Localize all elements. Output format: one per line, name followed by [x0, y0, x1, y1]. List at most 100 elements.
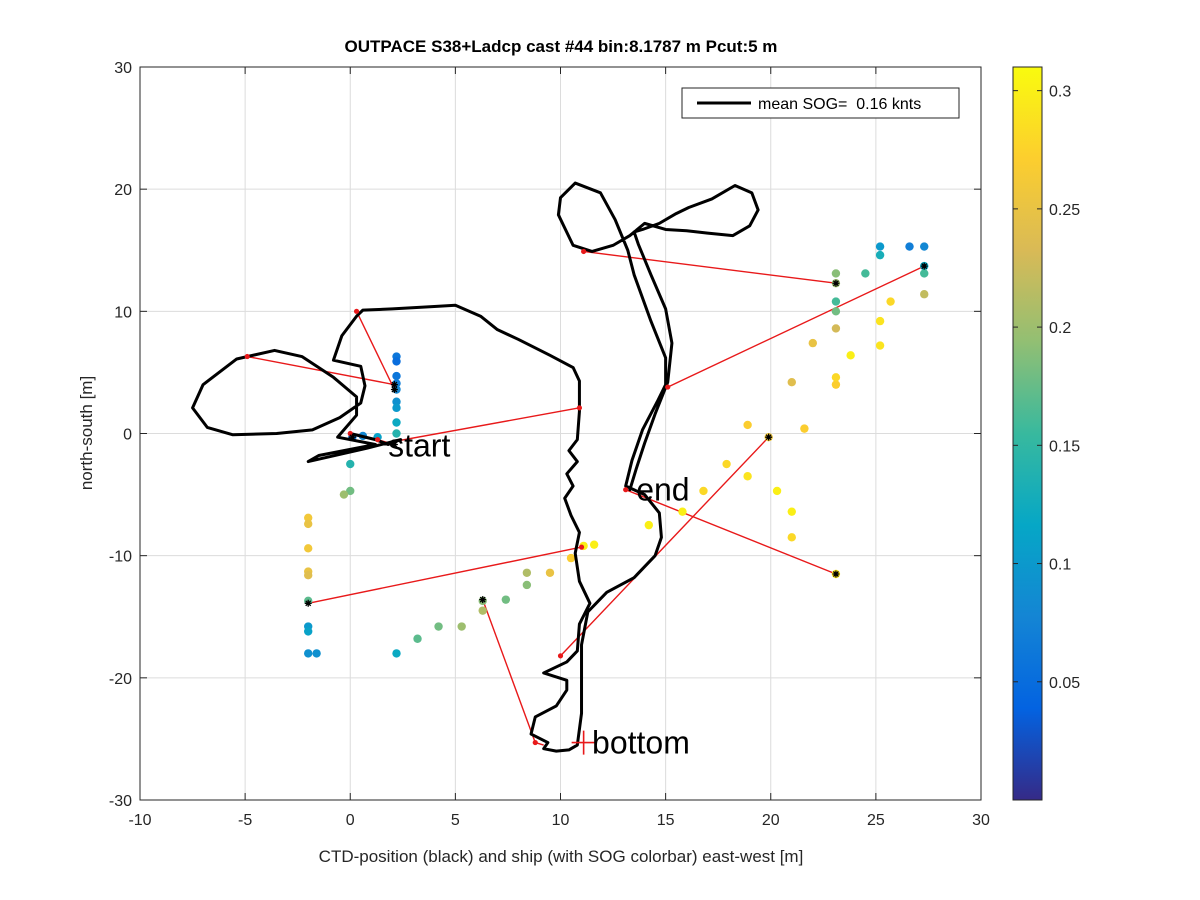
- ship-point: [905, 242, 914, 251]
- chart-title: OUTPACE S38+Ladcp cast #44 bin:8.1787 m …: [345, 37, 778, 56]
- ship-point: [589, 540, 599, 549]
- ship-point: [522, 568, 532, 577]
- ship-point: [644, 520, 654, 530]
- ctd-position-marker: [576, 405, 583, 411]
- ship-fix-marker: [765, 433, 773, 441]
- ctd-position-marker: [623, 487, 629, 493]
- ship-point: [787, 533, 796, 542]
- ship-point: [846, 351, 855, 360]
- ship-point: [831, 373, 841, 382]
- y-tick-label: 0: [123, 427, 132, 444]
- ship-point: [743, 420, 752, 430]
- ctd-position-marker: [581, 248, 587, 255]
- ship-point: [722, 459, 731, 469]
- colorbar-tick-label: 0.05: [1049, 675, 1080, 692]
- ship-fix-marker: [304, 599, 312, 607]
- colorbar-tick-label: 0.3: [1049, 84, 1071, 101]
- ship-point: [831, 380, 841, 389]
- bottom-marker: [571, 730, 596, 755]
- ship-point: [920, 242, 929, 251]
- ship-point: [808, 338, 817, 348]
- connection-line: [583, 250, 837, 284]
- ship-point: [678, 507, 687, 516]
- ship-point: [861, 269, 870, 278]
- ship-point: [831, 307, 841, 316]
- x-tick-label: 20: [762, 812, 780, 829]
- ctd-position-marker: [374, 437, 381, 443]
- x-tick-label: 10: [552, 812, 570, 829]
- annotation-start: start: [388, 428, 450, 464]
- colorbar-tick-label: 0.1: [1049, 557, 1071, 574]
- annotation-bottom: bottom: [592, 725, 690, 761]
- ship-point: [875, 250, 885, 260]
- ship-point: [434, 622, 443, 631]
- ship-point: [501, 595, 511, 604]
- ship-point: [545, 568, 555, 577]
- ship-point: [478, 606, 487, 615]
- ship-fix-marker: [832, 570, 840, 578]
- x-tick-label: 0: [346, 812, 355, 829]
- ship-point: [457, 622, 466, 631]
- connection-line: [625, 489, 837, 575]
- ship-fix-marker: [348, 433, 356, 441]
- ship-point: [346, 486, 355, 496]
- track-annotations: start end bottom: [388, 428, 690, 761]
- connection-line: [559, 436, 770, 657]
- ship-point: [392, 649, 401, 658]
- ship-fix-marker: [920, 262, 928, 270]
- ship-point: [312, 649, 321, 658]
- x-tick-label: -5: [238, 812, 252, 829]
- colorbar-frame: [1012, 66, 1043, 801]
- ctd-position-marker: [578, 544, 585, 550]
- ship-point: [920, 290, 929, 299]
- ship-point: [831, 297, 841, 306]
- ship-point: [304, 649, 313, 658]
- ship-point: [304, 571, 313, 580]
- ship-point: [743, 472, 752, 481]
- colorbar: 0.05 0.1 0.15 0.2 0.25 0.3: [1012, 66, 1080, 801]
- ship-point: [346, 459, 355, 469]
- y-axis-label: north-south [m]: [77, 376, 96, 490]
- colorbar-ticks: 0.05 0.1 0.15 0.2 0.25 0.3: [1013, 84, 1080, 692]
- ship-point: [522, 580, 532, 590]
- ctd-position-marker: [353, 308, 360, 314]
- connection-line: [308, 546, 582, 604]
- ship-point: [392, 371, 401, 381]
- x-tick-label: 15: [657, 812, 675, 829]
- ctd-position-marker: [665, 384, 671, 390]
- ctd-position-marker: [347, 430, 353, 437]
- ship-point: [787, 507, 796, 516]
- ship-point: [875, 316, 885, 326]
- colorbar-tick-label: 0.2: [1049, 320, 1071, 337]
- ship-fix-marker: [832, 279, 840, 287]
- ship-point: [886, 297, 895, 306]
- ctd-position-marker: [557, 653, 564, 659]
- ship-point: [304, 513, 313, 522]
- ship-point: [831, 324, 841, 333]
- ship-point: [304, 627, 313, 636]
- ship-point: [699, 486, 708, 496]
- ship-point: [831, 269, 841, 278]
- x-tick-label: 25: [867, 812, 885, 829]
- ship-point: [920, 269, 929, 278]
- ship-point: [304, 544, 313, 553]
- ship-point: [875, 341, 885, 350]
- ctd-track-line: [191, 181, 760, 753]
- y-tick-label: -20: [109, 671, 132, 688]
- connection-line: [377, 407, 580, 446]
- ship-point: [800, 424, 809, 433]
- colorbar-tick-label: 0.25: [1049, 202, 1080, 219]
- y-tick-label: -30: [109, 793, 132, 810]
- y-tick-label: 20: [114, 182, 132, 199]
- x-tick-label: -10: [128, 812, 151, 829]
- ctd-position-marker: [532, 739, 538, 746]
- ship-point: [392, 357, 401, 366]
- connection-line: [355, 311, 396, 390]
- ship-point: [875, 242, 885, 251]
- ctd-position-marker: [244, 353, 250, 360]
- axis-ticks: -10 -5 0 5 10 15 20 25 30 -30 -20 -10 0 10 20 30: [109, 60, 990, 829]
- colorbar-tick-label: 0.15: [1049, 438, 1080, 455]
- ship-point: [566, 553, 576, 563]
- ship-fix-marker: [390, 440, 398, 448]
